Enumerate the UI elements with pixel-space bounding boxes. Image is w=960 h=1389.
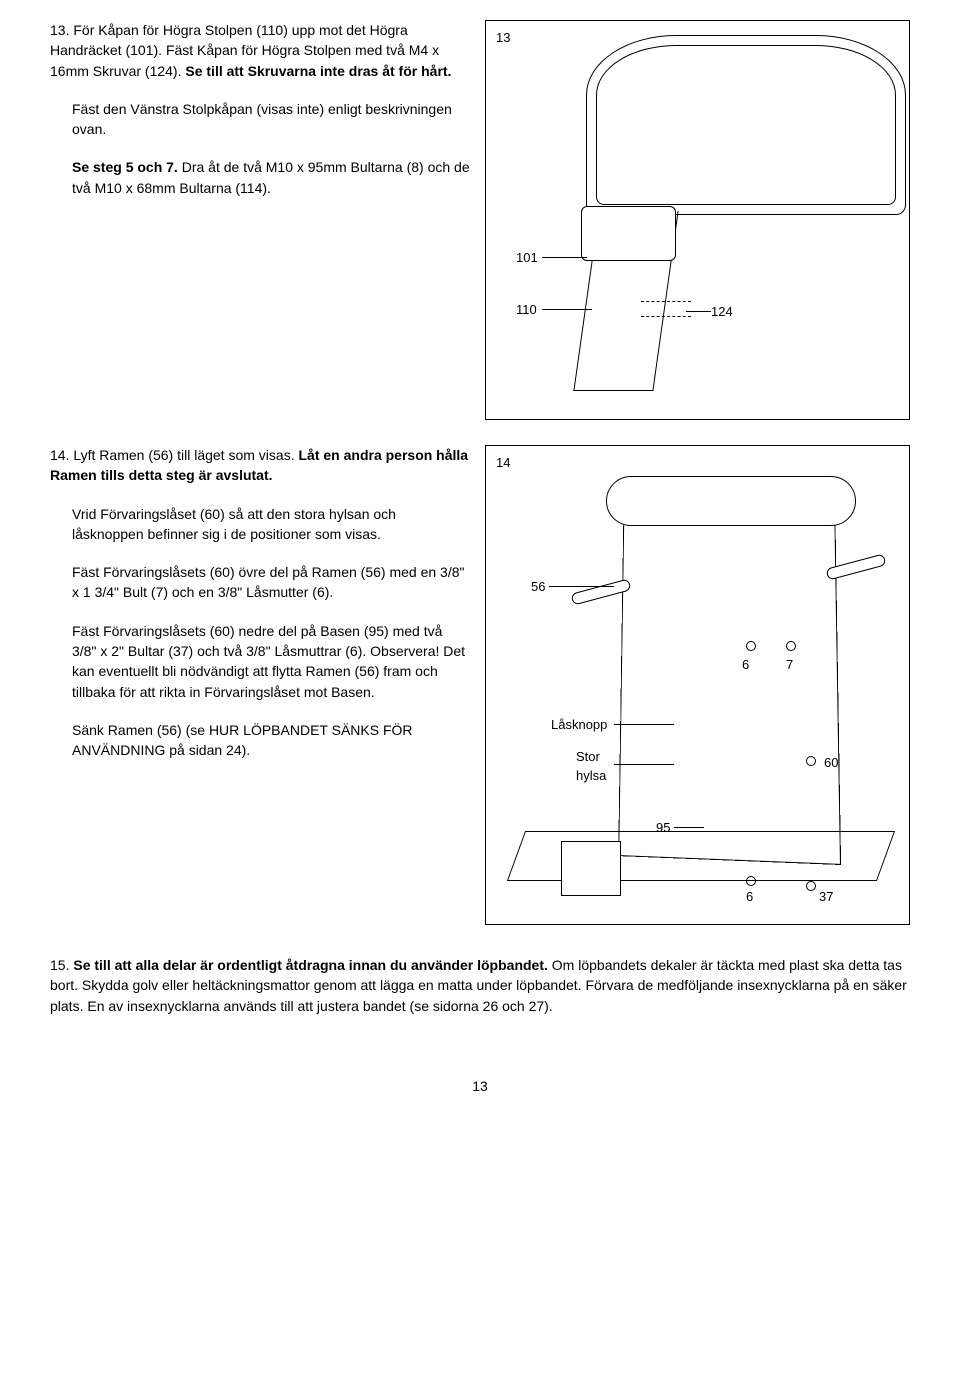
page-number: 13 — [50, 1076, 910, 1096]
callout-stor-hylsa-line — [614, 764, 674, 765]
step-13-number: 13. — [50, 22, 69, 38]
callout-6b: 6 — [746, 888, 753, 907]
callout-56-line — [549, 586, 614, 587]
d13-cap-shape — [581, 206, 676, 261]
step-15-number: 15. — [50, 957, 69, 973]
step-14-p2: Vrid Förvaringslåset (60) så att den sto… — [72, 506, 396, 542]
step-15-bold: Se till att alla delar är ordentligt åtd… — [73, 957, 548, 973]
step-14-text: 14. Lyft Ramen (56) till läget som visas… — [50, 445, 470, 925]
callout-95-line — [674, 827, 704, 828]
step-13-text: 13. För Kåpan för Högra Stolpen (110) up… — [50, 20, 470, 420]
d14-frame-shape — [618, 484, 841, 865]
callout-95: 95 — [656, 819, 670, 838]
step-13-p2: Fäst den Vänstra Stolpkåpan (visas inte)… — [72, 101, 452, 137]
callout-lasknopp-line — [614, 724, 674, 725]
diagram-13: 13 101 110 124 — [485, 20, 910, 420]
step-13-p3-bold: Se steg 5 och 7. — [72, 159, 178, 175]
d14-bolt-7 — [786, 641, 796, 651]
callout-56: 56 — [531, 578, 545, 597]
callout-110-line — [542, 309, 592, 310]
d13-screw-line-2 — [641, 316, 691, 318]
step-15-row: 15. Se till att alla delar är ordentligt… — [50, 955, 910, 1016]
step-14-p3: Fäst Förvaringslåsets (60) övre del på R… — [72, 564, 464, 600]
d14-bolt-60 — [806, 756, 816, 766]
d14-console-shape — [606, 476, 856, 526]
callout-60: 60 — [824, 754, 838, 773]
diagram-13-label: 13 — [496, 29, 510, 48]
step-14-number: 14. — [50, 447, 69, 463]
step-13-row: 13. För Kåpan för Högra Stolpen (110) up… — [50, 20, 910, 420]
d13-screw-line-1 — [641, 301, 691, 303]
d14-base-front-shape — [561, 841, 621, 896]
step-14-p1a: Lyft Ramen (56) till läget som visas. — [73, 447, 298, 463]
step-14-p5: Sänk Ramen (56) (se HUR LÖPBANDET SÄNKS … — [72, 722, 413, 758]
step-13-p1-bold: Se till att Skruvarna inte dras åt för h… — [185, 63, 451, 79]
callout-101: 101 — [516, 249, 538, 268]
callout-124: 124 — [711, 303, 733, 322]
d14-bolt-37 — [806, 881, 816, 891]
callout-6a: 6 — [742, 656, 749, 675]
step-14-p4: Fäst Förvaringslåsets (60) nedre del på … — [72, 623, 465, 700]
callout-101-line — [542, 257, 587, 258]
diagram-14-label: 14 — [496, 454, 510, 473]
callout-7: 7 — [786, 656, 793, 675]
d13-console-inner — [596, 45, 896, 205]
callout-110: 110 — [516, 301, 537, 320]
d14-bolt-6 — [746, 641, 756, 651]
diagram-14: 14 56 6 7 Låsknopp Stor hylsa 60 95 6 37 — [485, 445, 910, 925]
callout-stor-hylsa: Stor hylsa — [576, 748, 606, 786]
d14-bolt-6b — [746, 876, 756, 886]
step-14-row: 14. Lyft Ramen (56) till läget som visas… — [50, 445, 910, 925]
callout-lasknopp: Låsknopp — [551, 716, 607, 735]
callout-37: 37 — [819, 888, 833, 907]
callout-124-line — [686, 311, 711, 312]
